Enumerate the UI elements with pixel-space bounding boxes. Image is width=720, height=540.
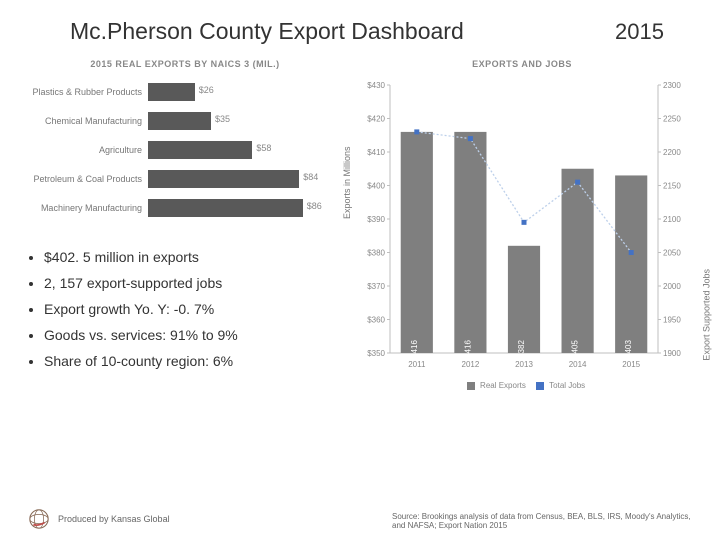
source-text: Source: Brookings analysis of data from … (392, 512, 692, 530)
svg-text:$350: $350 (367, 349, 385, 358)
bar-chart-title: 2015 REAL EXPORTS BY NAICS 3 (MIL.) (28, 59, 342, 69)
bar-value: $84 (303, 172, 318, 182)
content-row: 2015 REAL EXPORTS BY NAICS 3 (MIL.) Plas… (28, 59, 692, 399)
svg-text:$370: $370 (367, 282, 385, 291)
bar-label: Chemical Manufacturing (28, 116, 148, 126)
svg-text:$420: $420 (367, 115, 385, 124)
bar-value: $35 (215, 114, 230, 124)
svg-text:$410: $410 (367, 148, 385, 157)
footer: Produced by Kansas Global Source: Brooki… (28, 508, 692, 530)
bar-label: Machinery Manufacturing (28, 203, 148, 213)
svg-text:2014: 2014 (569, 360, 587, 369)
right-column: EXPORTS AND JOBS Exports in Millions Exp… (352, 59, 692, 399)
svg-text:2013: 2013 (515, 360, 533, 369)
legend-label-line: Total Jobs (549, 381, 585, 390)
svg-text:2100: 2100 (663, 215, 681, 224)
slide: Mc.Pherson County Export Dashboard 2015 … (0, 0, 720, 540)
year: 2015 (615, 19, 692, 45)
globe-logo-icon (28, 508, 50, 530)
bar (148, 112, 211, 130)
svg-text:2015: 2015 (622, 360, 640, 369)
combo-chart-title: EXPORTS AND JOBS (352, 59, 692, 69)
bullet-list: $402. 5 million in exports 2, 157 export-… (28, 249, 342, 369)
svg-text:2200: 2200 (663, 148, 681, 157)
bar (148, 170, 299, 188)
combo-chart: Exports in Millions Export Supported Job… (352, 79, 692, 399)
bar-track: $35 (148, 110, 342, 132)
bar-track: $58 (148, 139, 342, 161)
bar-row: Agriculture $58 (28, 137, 342, 163)
producer-text: Produced by Kansas Global (58, 514, 170, 524)
svg-text:$430: $430 (367, 81, 385, 90)
bar-value: $26 (199, 85, 214, 95)
bar-value: $58 (256, 143, 271, 153)
legend-swatch-line (536, 382, 544, 390)
legend: Real Exports Total Jobs (352, 381, 692, 390)
bar (148, 83, 195, 101)
combo-chart-svg: $350 $360 $370 $380 $390 $400 $410 $420 $430 1900… (352, 79, 692, 379)
bar-row: Machinery Manufacturing $86 (28, 195, 342, 221)
svg-text:$400: $400 (367, 182, 385, 191)
bar-label: Agriculture (28, 145, 148, 155)
bullet-item: Export growth Yo. Y: -0. 7% (44, 301, 342, 317)
legend-swatch-bars (467, 382, 475, 390)
svg-text:2050: 2050 (663, 249, 681, 258)
svg-text:2000: 2000 (663, 282, 681, 291)
bar-chart: Plastics & Rubber Products $26 Chemical Ma… (28, 79, 342, 221)
bullet-item: 2, 157 export-supported jobs (44, 275, 342, 291)
bar-row: Plastics & Rubber Products $26 (28, 79, 342, 105)
bullet-item: Goods vs. services: 91% to 9% (44, 327, 342, 343)
bar (148, 199, 303, 217)
bar (148, 141, 252, 159)
svg-text:2150: 2150 (663, 182, 681, 191)
svg-text:$390: $390 (367, 215, 385, 224)
bar-label: Petroleum & Coal Products (28, 174, 148, 184)
svg-text:$360: $360 (367, 316, 385, 325)
svg-text:2300: 2300 (663, 81, 681, 90)
bullet-item: $402. 5 million in exports (44, 249, 342, 265)
svg-text:$405: $405 (571, 340, 580, 358)
svg-text:$382: $382 (517, 340, 526, 358)
svg-text:2012: 2012 (462, 360, 480, 369)
bar-row: Petroleum & Coal Products $84 (28, 166, 342, 192)
bar-label: Plastics & Rubber Products (28, 87, 148, 97)
bar-track: $86 (148, 197, 342, 219)
svg-text:1900: 1900 (663, 349, 681, 358)
page-title: Mc.Pherson County Export Dashboard (28, 18, 464, 45)
svg-text:$403: $403 (624, 340, 633, 358)
bar-track: $84 (148, 168, 342, 190)
svg-text:$416: $416 (463, 340, 472, 358)
left-column: 2015 REAL EXPORTS BY NAICS 3 (MIL.) Plas… (28, 59, 342, 399)
producer: Produced by Kansas Global (28, 508, 170, 530)
svg-text:1950: 1950 (663, 316, 681, 325)
header: Mc.Pherson County Export Dashboard 2015 (28, 18, 692, 45)
svg-text:$416: $416 (410, 340, 419, 358)
left-y-axis-label: Exports in Millions (342, 146, 352, 219)
right-y-axis-label: Export Supported Jobs (702, 269, 712, 361)
svg-text:2250: 2250 (663, 115, 681, 124)
bar-row: Chemical Manufacturing $35 (28, 108, 342, 134)
bullet-item: Share of 10-county region: 6% (44, 353, 342, 369)
legend-label-bars: Real Exports (480, 381, 526, 390)
svg-text:2011: 2011 (408, 360, 426, 369)
bar-value: $86 (307, 201, 322, 211)
svg-text:$380: $380 (367, 249, 385, 258)
bar-track: $26 (148, 81, 342, 103)
